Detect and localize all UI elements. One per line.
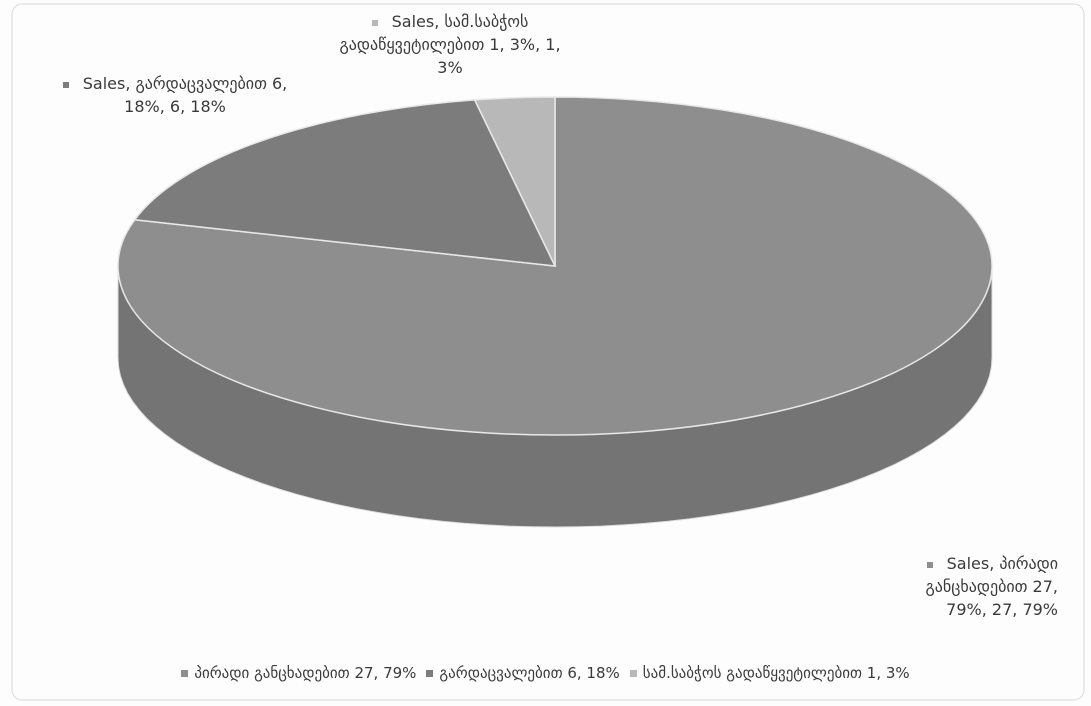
data-label: Sales, პირადი განცხადებით 27, 79%, 27, 7… bbox=[880, 552, 1058, 621]
legend-label: პირადი განცხადებით 27, 79% bbox=[194, 664, 417, 682]
label-key bbox=[926, 561, 933, 568]
legend-label: სამ.საბჭოს გადაწყვეტილებით 1, 3% bbox=[642, 664, 910, 682]
legend: პირადი განცხადებით 27, 79% გარდაცვალებით … bbox=[0, 664, 1091, 682]
label-key bbox=[371, 19, 378, 26]
legend-item: სამ.საბჭოს გადაწყვეტილებით 1, 3% bbox=[629, 664, 910, 682]
legend-swatch bbox=[426, 669, 434, 677]
label-text: Sales, გარდაცვალებით 6, 18%, 6, 18% bbox=[82, 74, 288, 116]
chart-frame bbox=[11, 3, 1085, 701]
slice bbox=[117, 96, 993, 436]
legend-swatch bbox=[181, 669, 189, 677]
label-text: Sales, პირადი განცხადებით 27, 79%, 27, 7… bbox=[925, 554, 1058, 619]
legend-label: გარდაცვალებით 6, 18% bbox=[439, 664, 620, 682]
label-key bbox=[62, 81, 69, 88]
data-label: Sales, გარდაცვალებით 6, 18%, 6, 18% bbox=[55, 72, 295, 118]
slice bbox=[473, 96, 556, 267]
label-text: Sales, სამ.საბჭოს გადაწყვეტილებით 1, 3%,… bbox=[339, 12, 561, 77]
slice bbox=[133, 99, 557, 267]
legend-swatch bbox=[629, 669, 637, 677]
legend-item: პირადი განცხადებით 27, 79% bbox=[181, 664, 416, 682]
data-label: Sales, სამ.საბჭოს გადაწყვეტილებით 1, 3%,… bbox=[330, 10, 570, 79]
legend-item: გარდაცვალებით 6, 18% bbox=[426, 664, 620, 682]
